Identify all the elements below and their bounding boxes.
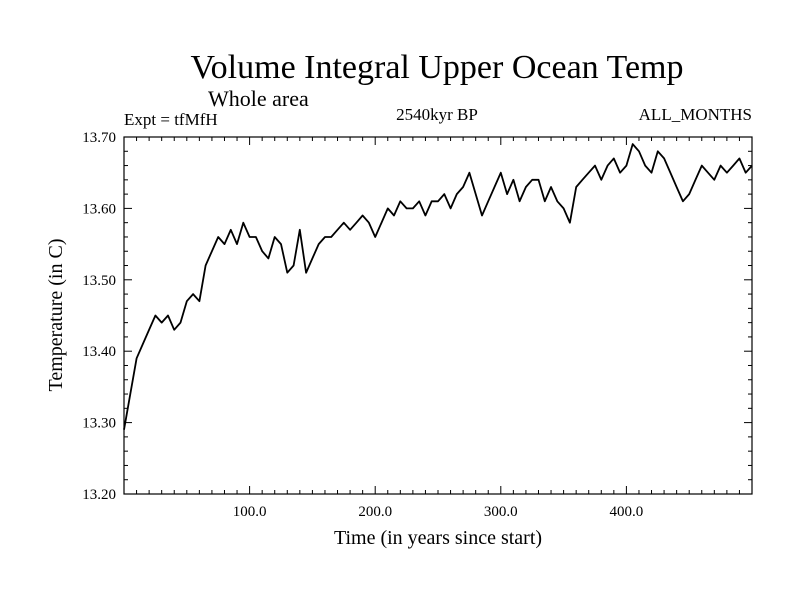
axis-ticks xyxy=(124,137,752,494)
y-tick-label: 13.70 xyxy=(82,130,116,146)
chart-title: Volume Integral Upper Ocean Temp xyxy=(191,49,684,86)
y-tick-label: 13.30 xyxy=(82,416,116,432)
y-tick-label: 13.40 xyxy=(82,344,116,360)
y-tick-labels: 13.20 13.30 13.40 13.50 13.60 13.70 xyxy=(82,130,116,503)
y-tick-label: 13.60 xyxy=(82,201,116,217)
months-label: ALL_MONTHS xyxy=(639,105,752,124)
period-label: 2540kyr BP xyxy=(396,105,478,124)
temperature-series-line xyxy=(123,143,753,430)
plot-frame xyxy=(123,136,753,495)
x-tick-label: 300.0 xyxy=(484,504,518,520)
y-tick-label: 13.20 xyxy=(82,487,116,503)
x-tick-label: 400.0 xyxy=(610,504,644,520)
y-axis-label: Temperature (in C) xyxy=(45,239,67,392)
x-tick-label: 100.0 xyxy=(233,504,267,520)
x-tick-label: 200.0 xyxy=(358,504,392,520)
y-tick-label: 13.50 xyxy=(82,273,116,289)
x-axis-label: Time (in years since start) xyxy=(334,527,542,549)
experiment-label: Expt = tfMfH xyxy=(124,110,218,129)
chart-subtitle: Whole area xyxy=(208,86,309,111)
x-tick-labels: 100.0 200.0 300.0 400.0 xyxy=(233,504,644,520)
